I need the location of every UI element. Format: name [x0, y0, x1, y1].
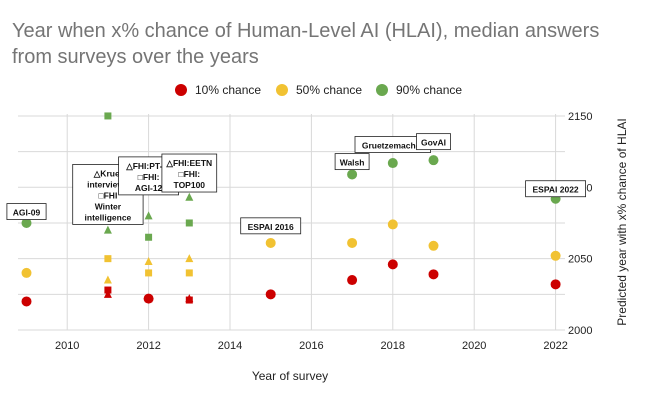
data-point-circle [347, 275, 358, 286]
annotation-text: ESPAI 2022 [533, 185, 579, 195]
annotation-box [6, 203, 47, 220]
x-tick-label: 2016 [299, 340, 323, 352]
data-point-triangle [103, 275, 112, 284]
data-point-square [145, 269, 153, 277]
annotation-text: △FHI:PT-AI [125, 161, 171, 171]
data-point-square [104, 286, 112, 294]
data-point-circle [143, 293, 154, 304]
data-point-square [104, 255, 112, 263]
annotation-text: △Kruel [93, 168, 122, 178]
annotation-text: Walsh [340, 158, 365, 168]
x-tick-label: 2010 [55, 340, 79, 352]
data-point-square [104, 112, 112, 120]
annotation-text: GovAI [421, 138, 446, 148]
x-tick-label: 2018 [381, 340, 405, 352]
legend-marker-10 [175, 84, 187, 96]
annotation-fhi-eetn: △FHI:EETN□FHI:TOP100 [161, 153, 218, 193]
data-point-square [185, 296, 193, 304]
annotation-text: □FHI: [178, 169, 200, 179]
x-axis-label: Year of survey [252, 369, 328, 383]
data-point-circle [428, 269, 439, 280]
annotation-agi-09: AGI-09 [6, 203, 47, 220]
data-point-circle [347, 169, 358, 180]
x-tick-label: 2014 [218, 340, 242, 352]
data-point-circle [387, 219, 398, 230]
data-point-circle [21, 217, 32, 228]
data-point-circle [265, 237, 276, 248]
tick-layer: 2010201220142016201820202022200020502100… [55, 111, 593, 352]
annotation-text: interviews [87, 179, 129, 189]
legend-marker-90 [376, 84, 388, 96]
legend-item-90: 90% chance [376, 82, 462, 98]
data-point-square [185, 219, 193, 227]
annotation-espai-2016: ESPAI 2016 [240, 217, 302, 235]
legend-item-50: 50% chance [276, 82, 362, 98]
annotation-layer: AGI-09 △Kruelinterviews□FHIWinterintellig… [6, 133, 586, 235]
data-point-triangle [144, 257, 153, 266]
data-point-circle [550, 279, 561, 290]
data-point-triangle [144, 211, 153, 220]
data-point-circle [428, 240, 439, 251]
annotation-text: Winter [95, 201, 122, 211]
y-axis-label: Predicted year with x% chance of HLAI [615, 118, 629, 325]
annotation-box [334, 153, 370, 171]
legend-marker-50 [276, 84, 288, 96]
data-point-square [145, 233, 153, 241]
legend-label-50: 50% chance [296, 83, 363, 97]
data-point-circle [265, 289, 276, 300]
annotation-text: Gruetzemacher [362, 140, 425, 150]
annotation-box [161, 153, 218, 193]
annotation-govai: GovAI [416, 133, 451, 151]
chart-legend: 10% chance 50% chance 90% chance [0, 82, 649, 98]
legend-label-10: 10% chance [195, 83, 262, 97]
data-point-triangle [185, 192, 194, 201]
annotation-text: AGI-09 [13, 208, 41, 218]
data-point-triangle [185, 254, 194, 263]
data-point-triangle [103, 225, 112, 234]
data-point-circle [550, 250, 561, 261]
annotation-text: TOP100 [174, 180, 206, 190]
chart-title: Year when x% chance of Human-Level AI (H… [12, 20, 600, 68]
data-point-circle [21, 296, 32, 307]
data-point-triangle [103, 289, 112, 298]
y-tick-label: 2050 [568, 254, 592, 266]
data-point-circle [387, 259, 398, 270]
x-tick-label: 2022 [543, 340, 567, 352]
annotation-text: intelligence [85, 212, 132, 222]
annotation-box [525, 180, 586, 198]
annotation-box [416, 133, 451, 151]
x-tick-label: 2020 [462, 340, 486, 352]
annotation-text: AGI-12 [135, 183, 163, 193]
annotation-walsh: Walsh [334, 153, 370, 171]
annotation-espai-2022: ESPAI 2022 [525, 180, 586, 198]
y-tick-label: 2000 [568, 325, 592, 337]
data-point-circle [428, 155, 439, 166]
annotation-text: □FHI: [138, 172, 160, 182]
data-point-circle [387, 158, 398, 169]
annotation-text: △FHI:EETN [165, 158, 212, 168]
data-point-circle [21, 267, 32, 278]
y-tick-label: 2150 [568, 111, 592, 123]
annotation-text: □FHI [98, 190, 117, 200]
x-tick-label: 2012 [136, 340, 160, 352]
annotation-box [240, 217, 302, 235]
data-point-square [185, 269, 193, 277]
legend-label-90: 90% chance [396, 83, 463, 97]
data-point-circle [347, 237, 358, 248]
annotation-text: ESPAI 2016 [248, 222, 294, 232]
legend-item-10: 10% chance [175, 82, 261, 98]
